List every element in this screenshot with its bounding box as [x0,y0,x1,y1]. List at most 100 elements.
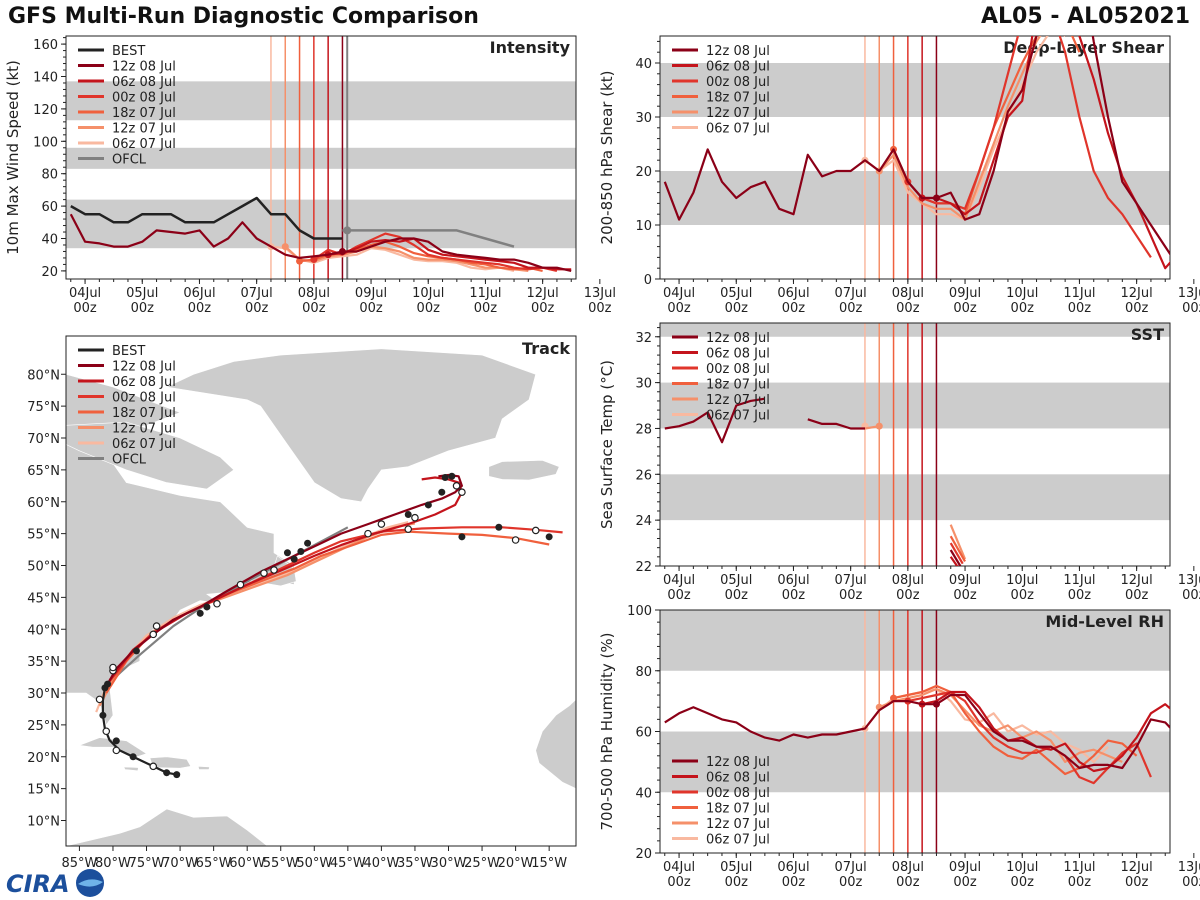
grid-band [660,382,1170,429]
x-tick-label: 00z [588,301,612,316]
x-tick-label: 11Jul [469,286,501,301]
x-tick-label: 00z [839,588,863,603]
land-polygon [535,660,576,789]
x-tick-label: 04Jul [663,286,695,301]
lat-tick-label: 50°N [27,560,60,575]
lon-tick-label: 85°W [61,856,97,871]
track-point-open [236,580,245,589]
x-tick-label: 00z [667,588,691,603]
lon-tick-label: 35°W [397,856,433,871]
lat-tick-label: 30°N [27,687,60,702]
y-tick-label: 40 [41,233,58,248]
x-tick-label: 00z [359,301,383,316]
y-tick-label: 60 [635,726,652,741]
lon-tick-label: 75°W [129,856,165,871]
track-point-open [404,525,413,533]
panel-frame [659,35,1171,280]
track-point-filled [129,753,137,761]
init-point [310,256,318,264]
y-tick-label: 20 [41,265,58,280]
y-tick-label: 30 [635,111,652,126]
x-tick-label: 04Jul [663,573,695,588]
x-tick-label: 06Jul [777,860,809,875]
y-tick-label: 140 [33,71,58,86]
y-tick-label: 40 [635,786,652,801]
lat-tick-label: 80°N [27,368,60,383]
series-line-12z-08-jul [69,213,572,272]
series-line-12z-07-jul-segment [949,524,967,560]
track-line-best [101,683,177,776]
series-line-ofcl [342,229,515,248]
track-point-filled [283,549,291,557]
series-line-18z-07-jul [949,535,966,562]
track-point-open [102,727,111,736]
x-tick-label: 00z [302,301,326,316]
lon-tick-label: 70°W [162,856,198,871]
x-tick-label: 06Jul [777,286,809,301]
x-tick-label: 00z [1011,301,1035,316]
x-tick-label: 10Jul [1006,573,1038,588]
y-axis-label: 200-850 hPa Shear (kt) [598,71,616,245]
lat-tick-label: 70°N [27,432,60,447]
series-line-12z-08-jul-segment [949,549,962,566]
legend-label: 12z 08 Jul [112,360,176,375]
lat-tick-label: 20°N [27,751,60,766]
track-point-open [511,536,520,544]
legend-label: 12z 08 Jul [706,331,770,346]
land-polygon [488,459,560,481]
x-tick-label: 00z [1125,875,1149,890]
y-tick-label: 28 [635,422,652,437]
x-tick-label: 00z [782,301,806,316]
x-tick-label: 13Jul [584,286,616,301]
init-point [338,247,346,255]
panel-title: Intensity [490,38,571,57]
x-tick-label: 00z [782,875,806,890]
legend-label: 12z 08 Jul [112,60,176,75]
x-tick-label: 11Jul [1063,860,1095,875]
lon-tick-label: 60°W [229,856,265,871]
land-polygon [165,348,537,503]
series-group [663,36,1170,270]
y-tick-label: 0 [644,273,652,288]
lat-tick-label: 65°N [27,464,60,479]
map-land [66,336,576,846]
track-point-open [411,513,419,522]
legend-label: BEST [112,344,145,359]
x-tick-label: 00z [725,875,749,890]
init-point [890,694,898,702]
x-tick-label: 07Jul [835,573,867,588]
lon-tick-label: 80°W [95,856,131,871]
series-line-06z-08-jul [327,237,572,271]
x-tick-label: 00z [953,301,977,316]
land-polygon [79,737,148,759]
track-point-filled [99,711,107,719]
x-tick-label: 04Jul [663,860,695,875]
legend-label: 06z 07 Jul [706,833,770,848]
x-tick-label: 00z [131,301,155,316]
init-point [875,422,883,430]
land-polygon [123,766,139,772]
x-tick-label: 00z [1125,588,1149,603]
y-axis-label: 700-500 hPa Humidity (%) [598,632,616,830]
grid-band [660,474,1170,521]
x-tick-label: 00z [1182,301,1200,316]
x-tick-label: 00z [839,301,863,316]
y-tick-label: 40 [635,57,652,72]
x-tick-label: 12Jul [527,286,559,301]
y-tick-label: 60 [41,200,58,215]
y-tick-label: 24 [635,514,652,529]
series-line-18z-07-jul [893,684,1138,776]
track-point-open [109,663,117,672]
lat-tick-label: 45°N [27,591,60,606]
x-tick-label: 00z [474,301,498,316]
x-tick-label: 12Jul [1121,573,1153,588]
panel-sst: 22242628303204Jul00z05Jul00z06Jul00z07Ju… [598,322,1200,603]
lat-tick-label: 55°N [27,528,60,543]
y-tick-label: 30 [635,377,652,392]
panel-title: Track [522,339,570,358]
track-point-filled [424,501,432,509]
track-line-12z-08-jul [106,473,463,685]
legend-label: 06z 07 Jul [706,122,770,137]
ofcl-init-point [343,226,352,235]
x-tick-label: 00z [896,875,920,890]
